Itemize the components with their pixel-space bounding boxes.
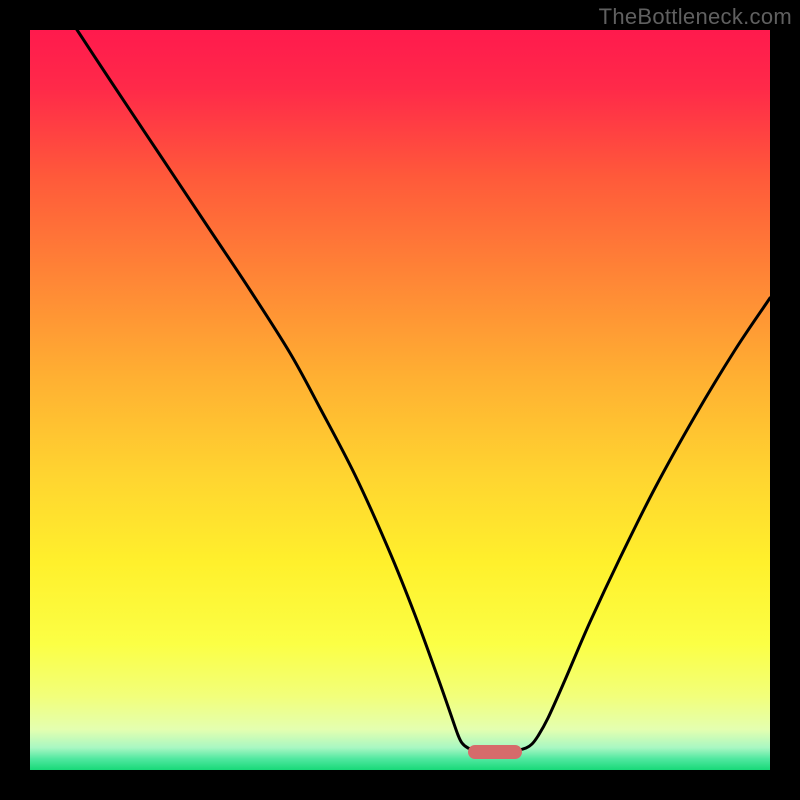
chart-container: TheBottleneck.com bbox=[0, 0, 800, 800]
watermark-text: TheBottleneck.com bbox=[599, 4, 792, 30]
target-marker bbox=[468, 745, 522, 759]
gradient-panel bbox=[30, 30, 770, 770]
bottleneck-chart bbox=[0, 0, 800, 800]
